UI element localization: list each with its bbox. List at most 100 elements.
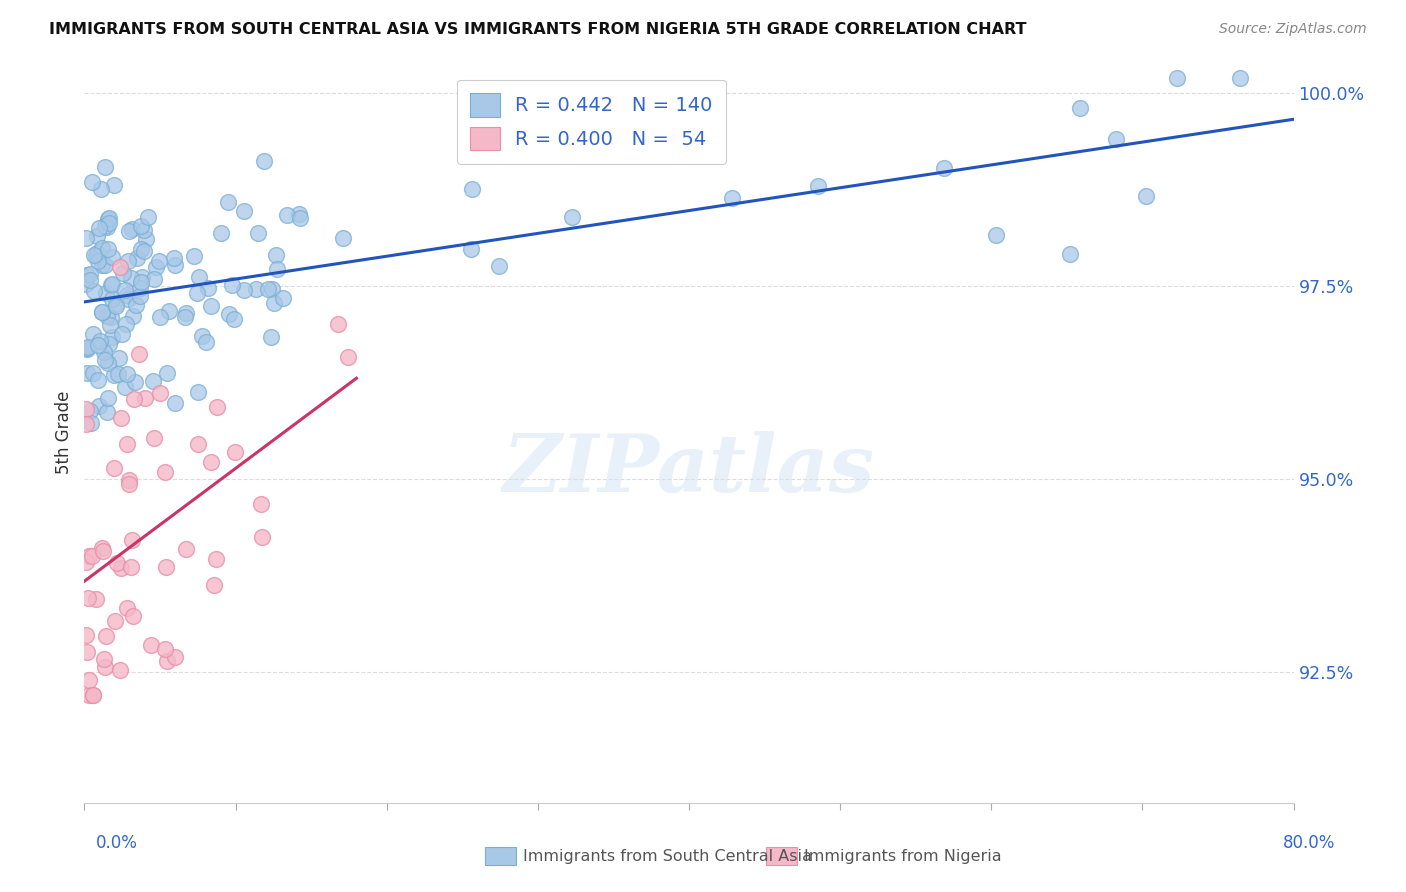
Point <box>103 368 125 383</box>
Point <box>129 242 152 256</box>
Point <box>82 366 104 380</box>
Point <box>76 268 98 282</box>
Point <box>205 552 228 566</box>
Point <box>1105 132 1128 146</box>
Point <box>288 207 311 221</box>
Point <box>93 353 115 368</box>
Point <box>122 392 145 407</box>
Point <box>105 297 128 311</box>
Text: Immigrants from Nigeria: Immigrants from Nigeria <box>804 849 1002 863</box>
Point <box>165 649 187 664</box>
Point <box>114 380 136 394</box>
Point <box>200 455 222 469</box>
Point <box>488 259 510 273</box>
Point <box>96 310 118 324</box>
Point <box>934 161 956 176</box>
Point <box>233 204 256 219</box>
Point <box>80 175 103 189</box>
Point <box>120 559 142 574</box>
Point <box>82 327 104 342</box>
Point <box>148 254 170 268</box>
Point <box>97 212 120 227</box>
Point <box>91 304 114 318</box>
Point <box>77 673 100 688</box>
Point <box>156 654 179 668</box>
Point <box>460 242 482 256</box>
Point <box>87 338 110 352</box>
Point <box>91 541 114 556</box>
Point <box>122 609 145 624</box>
Point <box>97 211 120 226</box>
Point <box>187 385 209 400</box>
Point <box>197 281 219 295</box>
Point <box>128 289 150 303</box>
Point <box>90 305 112 319</box>
Point <box>76 645 98 659</box>
Point <box>200 300 222 314</box>
Point <box>153 465 176 479</box>
Point <box>134 391 156 405</box>
Point <box>135 232 157 246</box>
Point <box>156 366 179 380</box>
Point <box>142 374 165 388</box>
Point <box>224 445 246 459</box>
Point <box>75 417 97 432</box>
Point <box>93 344 115 359</box>
Point <box>75 628 97 642</box>
Point <box>118 473 141 487</box>
Point <box>115 317 138 331</box>
Point <box>89 334 111 349</box>
Point <box>87 399 110 413</box>
Point <box>77 688 100 702</box>
Point <box>174 542 197 557</box>
Point <box>111 327 134 342</box>
Point <box>89 221 111 235</box>
Point <box>155 560 177 574</box>
Point <box>120 271 142 285</box>
Point <box>101 292 124 306</box>
Point <box>101 277 124 291</box>
Point <box>117 254 139 268</box>
Point <box>134 223 156 237</box>
Point <box>100 278 122 293</box>
Point <box>98 318 121 333</box>
Point <box>288 211 311 226</box>
Point <box>124 298 146 312</box>
Point <box>93 652 115 666</box>
Point <box>117 292 139 306</box>
Point <box>118 224 141 238</box>
Point <box>83 284 105 298</box>
Text: 0.0%: 0.0% <box>96 834 138 852</box>
Point <box>142 272 165 286</box>
Point <box>1059 246 1081 260</box>
Point <box>187 269 209 284</box>
Point <box>75 555 97 569</box>
Point <box>131 270 153 285</box>
Point <box>121 533 143 548</box>
Point <box>132 244 155 259</box>
Point <box>111 266 134 280</box>
Point <box>87 253 110 268</box>
Point <box>114 283 136 297</box>
Point <box>249 496 271 510</box>
Point <box>209 226 232 240</box>
Point <box>246 226 269 240</box>
Text: ZIPatlas: ZIPatlas <box>503 431 875 508</box>
Point <box>96 285 118 300</box>
Point <box>218 307 240 321</box>
Point <box>110 260 132 275</box>
Point <box>252 530 274 544</box>
Point <box>75 401 97 416</box>
Point <box>79 404 101 418</box>
Point <box>115 436 138 450</box>
Point <box>149 385 172 400</box>
Point <box>94 629 117 643</box>
Point <box>97 356 120 370</box>
Point <box>263 296 285 310</box>
Point <box>194 334 217 349</box>
Point <box>101 250 124 264</box>
Point <box>253 153 276 168</box>
Point <box>266 262 288 277</box>
Point <box>110 561 132 575</box>
Point <box>561 210 583 224</box>
